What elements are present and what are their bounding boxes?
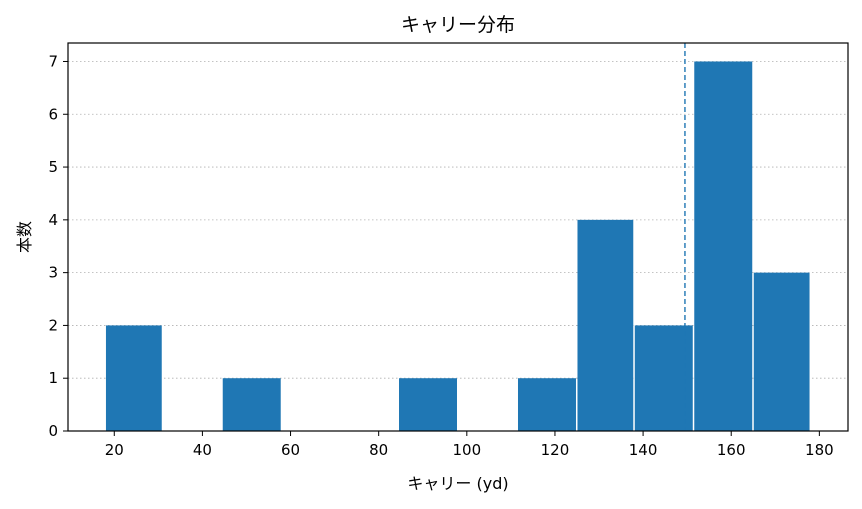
x-tick-label: 40 — [193, 441, 212, 459]
histogram-bar — [577, 219, 634, 431]
y-axis-label: 本数 — [15, 221, 34, 253]
histogram-bar — [517, 378, 576, 431]
histogram-bar — [222, 378, 281, 431]
histogram-bars — [105, 61, 810, 431]
histogram-bar — [753, 272, 810, 431]
x-tick-label: 120 — [541, 441, 570, 459]
y-tick-label: 4 — [48, 211, 58, 229]
y-tick-label: 7 — [48, 52, 58, 70]
y-tick-label: 3 — [48, 264, 58, 282]
y-tick-label: 6 — [48, 105, 58, 123]
y-tick-label: 1 — [48, 369, 58, 387]
x-tick-label: 20 — [105, 441, 124, 459]
y-tick-label: 5 — [48, 158, 58, 176]
x-tick-label: 160 — [717, 441, 746, 459]
x-tick-label: 100 — [452, 441, 481, 459]
x-tick-label: 80 — [369, 441, 388, 459]
chart-title: キャリー分布 — [401, 14, 515, 36]
x-tick-label: 180 — [805, 441, 834, 459]
histogram-bar — [634, 325, 693, 431]
plot-frame — [67, 42, 849, 432]
histogram-bar — [399, 378, 457, 431]
x-axis-ticks: 20 40 60 80 100 120 140 160 180 — [105, 431, 834, 459]
histogram-bar — [105, 325, 162, 431]
y-axis-ticks: 0 1 2 3 4 5 6 7 — [48, 52, 68, 440]
histogram-bar — [694, 61, 753, 431]
x-tick-label: 140 — [629, 441, 658, 459]
x-axis-label: キャリー (yd) — [407, 474, 508, 493]
y-tick-label: 0 — [48, 422, 58, 440]
x-tick-label: 60 — [281, 441, 300, 459]
y-tick-label: 2 — [48, 316, 58, 334]
